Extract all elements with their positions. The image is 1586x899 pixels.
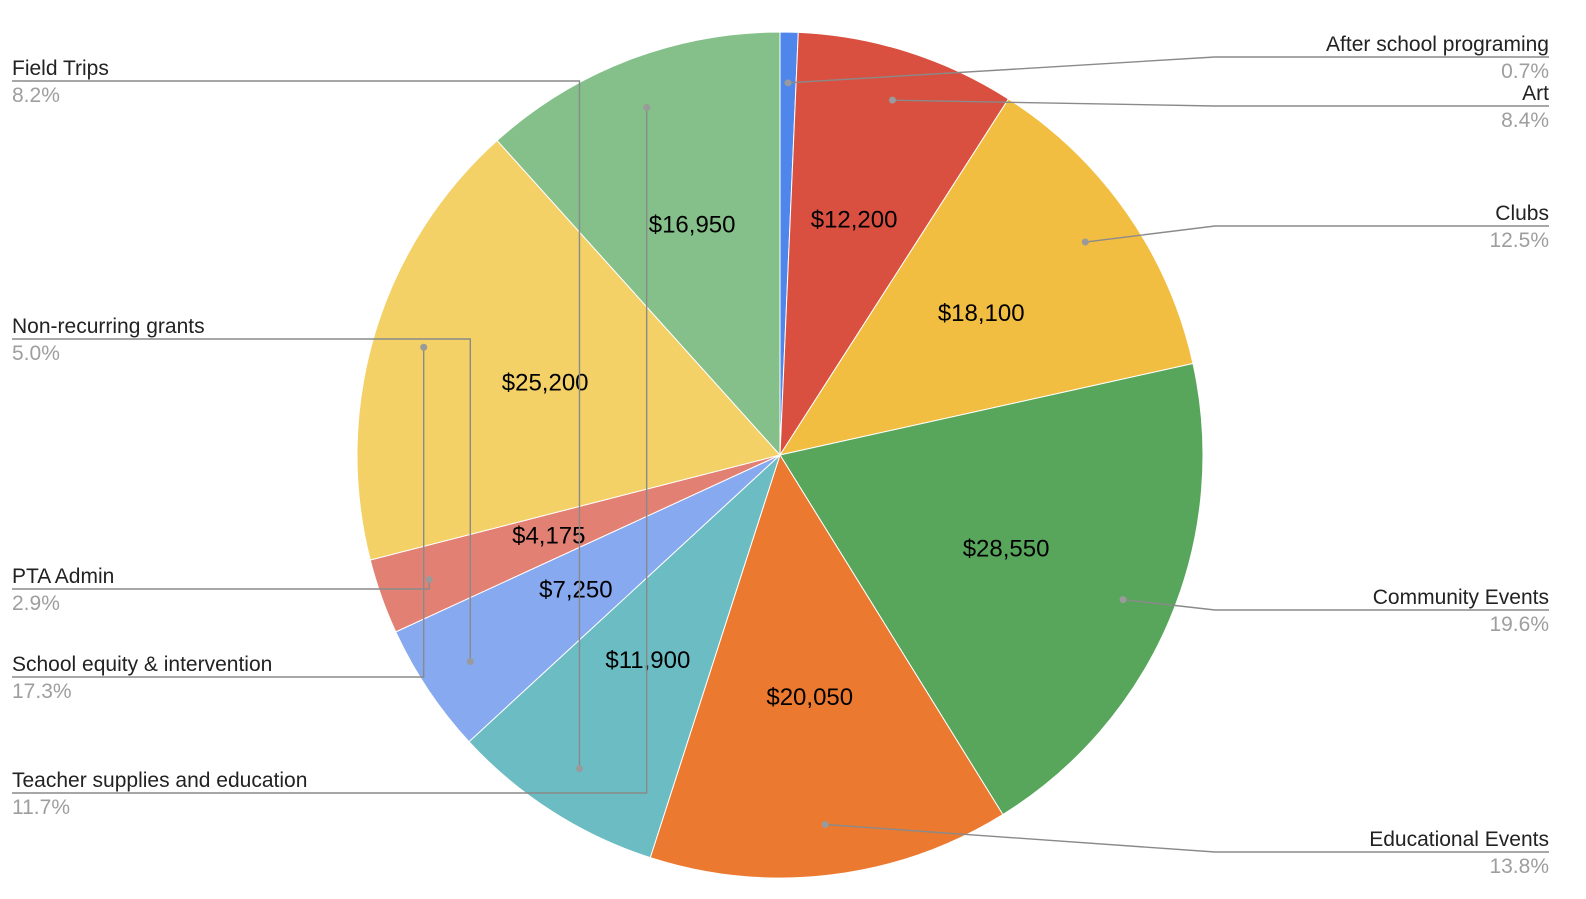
leader-line-school-equity-and-intervention	[12, 347, 425, 678]
leader-line-educational-events	[825, 823, 1549, 853]
percent-label-clubs: 12.5%	[1489, 229, 1549, 252]
percent-label-community-events: 19.6%	[1489, 613, 1549, 636]
pie-slice-field-trips	[468, 453, 782, 859]
slice-value-label-pta-admin: $4,175	[512, 522, 585, 549]
percent-label-art: 8.4%	[1501, 109, 1549, 132]
leader-line-community-events	[1122, 598, 1549, 611]
pie-slice-educational-events	[649, 453, 1004, 879]
percent-label-field-trips: 8.2%	[12, 84, 60, 107]
leader-dot-field-trips	[575, 765, 583, 773]
percent-label-non-recurring-grants: 5.0%	[12, 342, 60, 365]
leader-line-art	[892, 99, 1549, 107]
leader-dot-educational-events	[821, 820, 829, 828]
slice-value-label-teacher-supplies-and-education: $16,950	[649, 211, 736, 238]
leader-dot-clubs	[1081, 238, 1089, 246]
leader-dot-community-events	[1119, 596, 1127, 604]
slice-value-label-art: $12,200	[811, 206, 898, 233]
leader-line-clubs	[1085, 225, 1549, 243]
percent-label-after-school-programing: 0.7%	[1501, 60, 1549, 83]
leader-dot-non-recurring-grants	[466, 658, 474, 666]
percent-label-educational-events: 13.8%	[1489, 855, 1549, 878]
category-label-teacher-supplies-and-education: Teacher supplies and education	[12, 769, 307, 792]
pie-slice-community-events	[779, 362, 1204, 816]
percent-label-teacher-supplies-and-education: 11.7%	[12, 796, 70, 819]
category-label-field-trips: Field Trips	[12, 57, 109, 80]
slice-value-label-non-recurring-grants: $7,250	[539, 576, 612, 603]
leader-line-after-school-programing	[788, 56, 1549, 84]
leader-dot-after-school-programing	[784, 79, 792, 87]
leader-line-field-trips	[12, 80, 581, 769]
leader-dot-school-equity-and-intervention	[420, 343, 428, 351]
category-labels-layer: After school programing 0.7%Art 8.4% Clubs 1…	[12, 33, 1549, 878]
pie-slice-school-equity-and-intervention	[356, 139, 781, 561]
slice-value-label-clubs: $18,100	[938, 300, 1025, 327]
category-label-community-events: Community Events	[1373, 586, 1549, 609]
percent-label-school-equity-and-intervention: 17.3%	[12, 680, 72, 703]
category-label-educational-events: Educational Events	[1369, 828, 1549, 851]
category-label-clubs: Clubs	[1495, 202, 1549, 225]
category-label-pta-admin: PTA Admin	[12, 565, 114, 588]
pie-slice-art	[779, 31, 1010, 457]
slices-layer	[356, 31, 1204, 879]
leader-dot-pta-admin	[425, 576, 433, 584]
slice-value-label-community-events: $28,550	[963, 536, 1050, 563]
pie-slice-teacher-supplies-and-education	[496, 31, 781, 457]
slice-value-label-educational-events: $20,050	[766, 684, 853, 711]
percent-label-pta-admin: 2.9%	[12, 592, 60, 615]
leader-line-non-recurring-grants	[12, 338, 471, 662]
slice-value-label-school-equity-and-intervention: $25,200	[502, 369, 589, 396]
slice-value-label-field-trips: $11,900	[605, 647, 690, 674]
leader-line-teacher-supplies-and-education	[12, 107, 648, 794]
value-labels-layer: $12,200 $18,100 $28,550 $20,050 $11,900 $7,25…	[502, 206, 1050, 710]
category-label-after-school-programing: After school programing	[1326, 33, 1549, 56]
leaders-layer	[12, 56, 1549, 853]
leader-dot-teacher-supplies-and-education	[643, 103, 651, 111]
leader-dot-art	[888, 96, 896, 104]
category-label-art: Art	[1522, 82, 1549, 105]
pie-slice-clubs	[778, 98, 1194, 456]
category-label-non-recurring-grants: Non-recurring grants	[12, 315, 205, 338]
category-label-school-equity-and-intervention: School equity & intervention	[12, 653, 272, 676]
